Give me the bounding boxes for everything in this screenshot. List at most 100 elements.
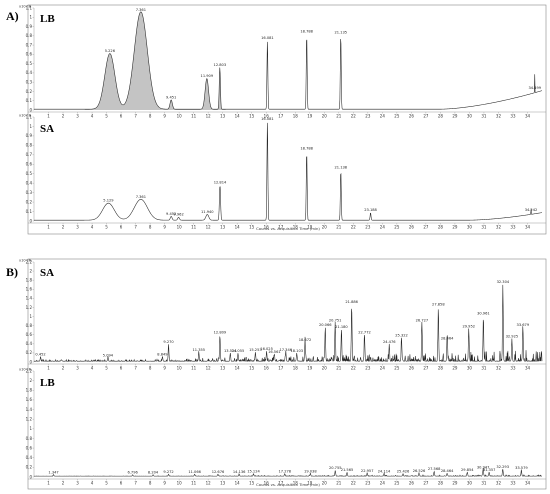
- x-tick-label: 23: [365, 366, 371, 371]
- panel-b-frame: [27, 258, 547, 490]
- x-tick-label: 33: [510, 481, 516, 486]
- x-tick-label: 15: [249, 366, 255, 371]
- x-tick-label: 22: [351, 114, 357, 119]
- x-tick-label: 17: [278, 114, 284, 119]
- y-tick-label: 0.1: [26, 98, 33, 103]
- y-tick-label: 1.4: [26, 407, 33, 412]
- y-tick-label: 0.8: [26, 143, 33, 148]
- x-tick-label: 2: [62, 366, 65, 371]
- x-tick-label: 8: [149, 114, 152, 119]
- peak-label: 30.947: [477, 465, 490, 469]
- x-tick-label: 5: [105, 225, 108, 230]
- y-tick-label: 0.4: [26, 180, 33, 185]
- x-tick-label: 10: [177, 481, 183, 486]
- x-tick-label: 1: [47, 225, 50, 230]
- x-tick-label: 14: [235, 366, 241, 371]
- y-tick-label: 0.6: [26, 162, 33, 167]
- series-line: [33, 284, 543, 363]
- peak-label: 32.304: [497, 280, 510, 284]
- x-tick-label: 14: [235, 481, 241, 486]
- x-tick-label: 19: [307, 366, 313, 371]
- x-tick-label: 34: [525, 366, 531, 371]
- x-tick-label: 31: [481, 225, 487, 230]
- y-tick-label: 1: [29, 124, 32, 129]
- peak-label: 20.751: [329, 318, 342, 322]
- x-tick-label: 30: [467, 114, 473, 119]
- x-tick-label: 33: [510, 225, 516, 230]
- x-tick-label: 11: [191, 366, 197, 371]
- sample-label: LB: [40, 13, 55, 25]
- x-tick-label: 2: [62, 114, 65, 119]
- y-tick-label: 1.8: [26, 388, 33, 393]
- peak-label: 21.180: [335, 325, 348, 329]
- x-tick-label: 30: [467, 481, 473, 486]
- x-tick-label: 28: [438, 366, 444, 371]
- y-tick-label: 0.9: [26, 24, 33, 29]
- x-tick-label: 31: [481, 114, 487, 119]
- x-tick-label: 34: [525, 114, 531, 119]
- y-tick-label: 0.1: [26, 209, 33, 214]
- peak-label: 20.755: [329, 466, 342, 470]
- peak-label: 16.081: [261, 117, 274, 121]
- peak-label: 11.066: [188, 470, 201, 474]
- x-tick-label: 29: [452, 114, 458, 119]
- x-tick-label: 3: [76, 225, 79, 230]
- x-tick-label: 2: [62, 481, 65, 486]
- x-axis-label: Counts vs. Acquisition Time (min): [256, 482, 320, 487]
- x-tick-label: 13: [220, 114, 226, 119]
- x-tick-label: 25: [394, 114, 400, 119]
- peak-label: 12.676: [212, 470, 225, 474]
- x-tick-label: 15: [249, 114, 255, 119]
- peak-label: 12.803: [214, 63, 227, 67]
- x-tick-label: 7: [134, 114, 137, 119]
- peak-label: 19.038: [304, 470, 317, 474]
- x-tick-label: 12: [206, 366, 212, 371]
- x-tick-label: 9: [163, 481, 166, 486]
- y-multiplier: x10^6: [19, 259, 32, 263]
- x-tick-label: 25: [394, 481, 400, 486]
- x-tick-label: 3: [76, 114, 79, 119]
- peak-label: 9.451: [166, 95, 176, 99]
- peak-label: 15.124: [247, 470, 260, 474]
- x-tick-label: 32: [496, 481, 502, 486]
- x-tick-label: 10: [177, 225, 183, 230]
- x-tick-label: 11: [191, 481, 197, 486]
- x-tick-label: 10: [177, 114, 183, 119]
- peak-label: 29.854: [461, 468, 474, 472]
- x-tick-label: 8: [149, 481, 152, 486]
- panel-a-frame: [27, 4, 547, 235]
- peak-label: 12.814: [214, 181, 227, 185]
- peak-label: 17.346: [279, 348, 292, 352]
- peak-label: 23.188: [364, 208, 377, 212]
- peak-label: 18.788: [300, 29, 313, 33]
- peak-label: 32.925: [506, 334, 519, 338]
- y-tick-label: 0.5: [26, 61, 33, 66]
- x-tick-label: 20: [322, 114, 328, 119]
- peak-label: 22.957: [361, 469, 374, 473]
- peak-label: 15.253: [249, 348, 262, 352]
- x-tick-label: 23: [365, 114, 371, 119]
- peak-label: 16.561: [268, 350, 281, 354]
- x-tick-label: 13: [220, 225, 226, 230]
- peak-label: 21.565: [341, 468, 354, 472]
- x-tick-label: 17: [278, 366, 284, 371]
- peak-label: 18.672: [299, 338, 312, 342]
- peak-label: 12.809: [214, 331, 227, 335]
- peak-label: 16.025: [260, 347, 273, 351]
- y-tick-label: 0.7: [26, 152, 33, 157]
- x-tick-label: 1: [47, 114, 50, 119]
- x-tick-label: 7: [134, 366, 137, 371]
- x-tick-label: 7: [134, 481, 137, 486]
- peak-label: 5.129: [103, 199, 114, 203]
- y-tick-label: 0.2: [26, 89, 33, 94]
- y-tick-label: 0.2: [26, 350, 33, 355]
- y-tick-label: 1.2: [26, 305, 33, 310]
- x-tick-label: 24: [380, 481, 386, 486]
- peak-label: 27.858: [432, 303, 445, 307]
- x-tick-label: 15: [249, 225, 255, 230]
- x-tick-label: 21: [336, 114, 342, 119]
- x-tick-label: 3: [76, 366, 79, 371]
- x-tick-label: 22: [351, 225, 357, 230]
